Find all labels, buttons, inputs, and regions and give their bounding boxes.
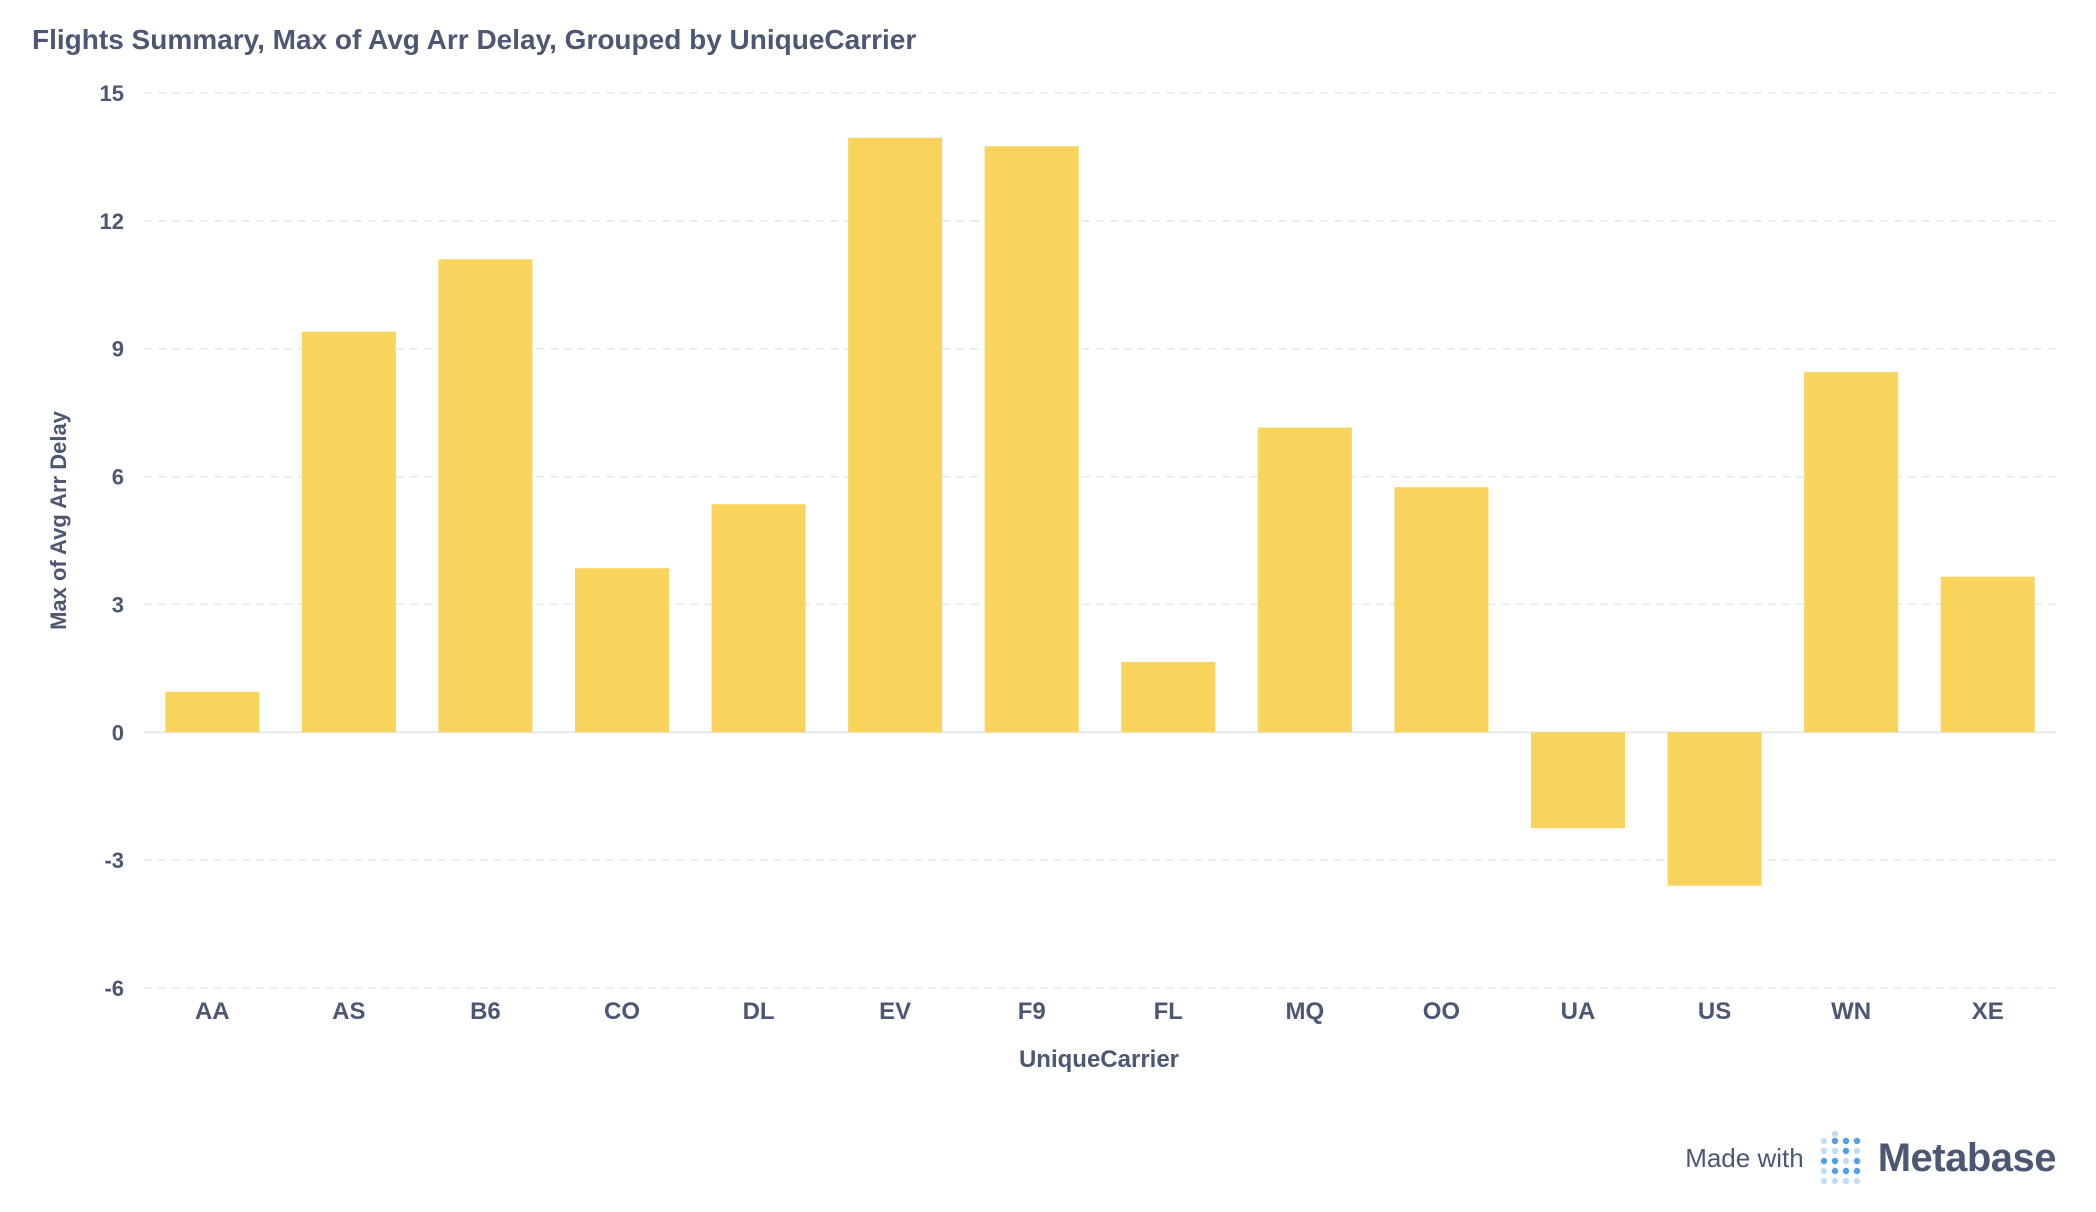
bar-b6[interactable] <box>438 259 533 733</box>
logo-dot <box>1820 1177 1827 1185</box>
y-tick-label: 9 <box>112 337 124 362</box>
chart-title: Flights Summary, Max of Avg Arr Delay, G… <box>32 24 917 55</box>
y-axis-ticks: -6 -3 0 3 6 9 12 15 <box>100 81 124 1001</box>
y-tick-label: -6 <box>104 976 124 1001</box>
bar-xe[interactable] <box>1940 576 2035 733</box>
x-axis-label: UniqueCarrier <box>1019 1046 1179 1073</box>
logo-dot <box>1831 1147 1838 1155</box>
logo-dot <box>1831 1131 1838 1138</box>
bar-ev[interactable] <box>848 137 943 733</box>
logo-dot <box>1820 1147 1827 1155</box>
y-tick-label: 6 <box>112 465 124 490</box>
y-tick-label: 12 <box>100 209 124 234</box>
bar-as[interactable] <box>301 331 396 733</box>
x-tick-label: B6 <box>470 998 501 1025</box>
bar-f9[interactable] <box>984 146 1079 733</box>
bar-dl[interactable] <box>711 504 806 733</box>
logo-dot <box>1853 1147 1860 1155</box>
x-tick-label: DL <box>743 998 775 1025</box>
x-tick-label: OO <box>1423 998 1460 1025</box>
bar-us[interactable] <box>1667 732 1762 886</box>
x-tick-label: US <box>1698 998 1731 1025</box>
logo-dot <box>1820 1157 1827 1165</box>
y-tick-label: 15 <box>100 81 124 106</box>
x-tick-label: WN <box>1831 998 1871 1025</box>
grid-lines <box>144 92 2056 989</box>
x-tick-label: CO <box>604 998 640 1025</box>
logo-dot <box>1831 1157 1838 1165</box>
logo-dot <box>1842 1137 1849 1145</box>
bar-co[interactable] <box>575 568 669 733</box>
logo-dot <box>1831 1167 1838 1175</box>
footer: Made with Metabase <box>1685 1128 2057 1188</box>
logo-dot <box>1853 1137 1860 1145</box>
bar-ua[interactable] <box>1531 732 1625 829</box>
logo-dot <box>1853 1157 1860 1165</box>
logo-dot <box>1842 1157 1849 1165</box>
logo-dot <box>1842 1147 1849 1155</box>
x-tick-label: AA <box>195 998 230 1025</box>
logo-dot <box>1842 1167 1849 1175</box>
logo-dot <box>1853 1177 1860 1185</box>
x-axis-ticks: AA AS B6 CO DL EV F9 FL MQ OO UA US WN XE <box>195 998 2004 1025</box>
y-axis-label: Max of Avg Arr Delay <box>46 410 71 630</box>
metabase-logo-icon <box>1820 1131 1860 1185</box>
y-tick-label: 3 <box>112 592 124 617</box>
logo-dot <box>1853 1167 1860 1175</box>
y-tick-label: 0 <box>112 720 124 745</box>
bars <box>165 137 2035 886</box>
x-tick-label: F9 <box>1018 998 1046 1025</box>
x-tick-label: EV <box>879 998 911 1025</box>
logo-dot <box>1842 1177 1849 1185</box>
logo-dot <box>1831 1137 1838 1145</box>
logo-dot <box>1831 1177 1838 1185</box>
x-tick-label: UA <box>1561 998 1596 1025</box>
metabase-brand: Metabase <box>1877 1135 2057 1180</box>
x-tick-label: MQ <box>1286 998 1325 1025</box>
y-tick-label: -3 <box>104 848 124 873</box>
bar-mq[interactable] <box>1257 427 1352 733</box>
x-tick-label: XE <box>1972 998 2004 1025</box>
bar-oo[interactable] <box>1394 487 1489 733</box>
bar-fl[interactable] <box>1121 661 1216 733</box>
bar-aa[interactable] <box>165 691 260 733</box>
logo-dot <box>1820 1137 1827 1145</box>
logo-dot <box>1820 1167 1827 1175</box>
made-with-text: Made with <box>1685 1142 1804 1173</box>
x-tick-label: AS <box>332 998 365 1025</box>
bar-wn[interactable] <box>1804 372 1899 733</box>
x-tick-label: FL <box>1154 998 1183 1025</box>
